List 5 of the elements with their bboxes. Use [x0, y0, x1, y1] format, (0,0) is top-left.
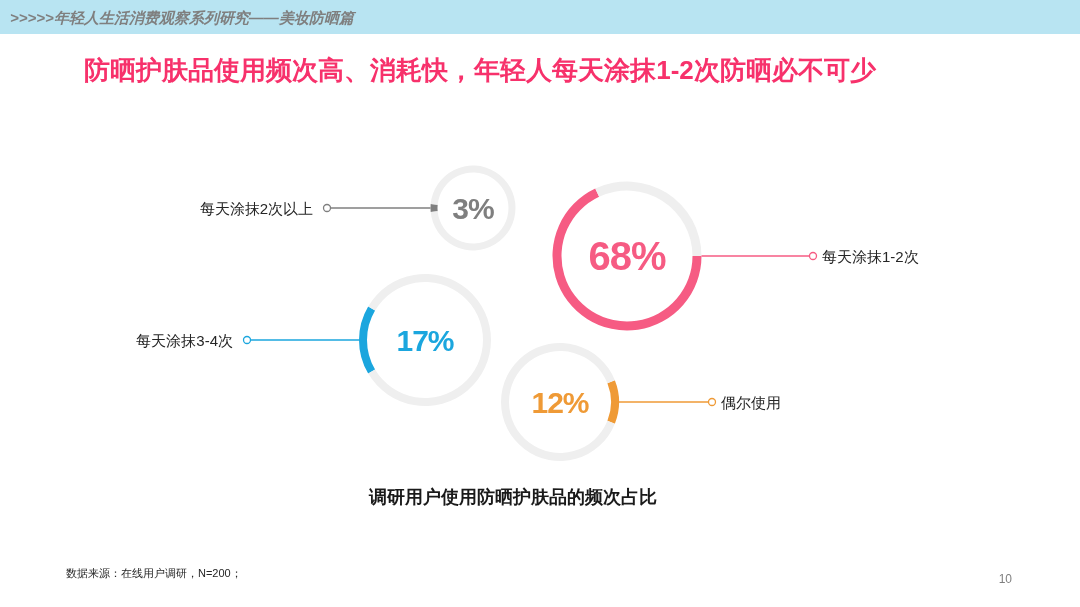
title: 防晒护肤品使用频次高、消耗快，年轻人每天涂抹1-2次防晒必不可少: [84, 55, 876, 85]
annotation: >>>>>年轻人生活消费观察系列研究——美妆防晒篇: [10, 9, 354, 26]
subtitle: 调研用户使用防晒护肤品的频次占比: [369, 487, 657, 507]
annotation: 10: [998, 572, 1012, 586]
annotation: 数据来源：在线用户调研，N=200；: [66, 567, 242, 579]
